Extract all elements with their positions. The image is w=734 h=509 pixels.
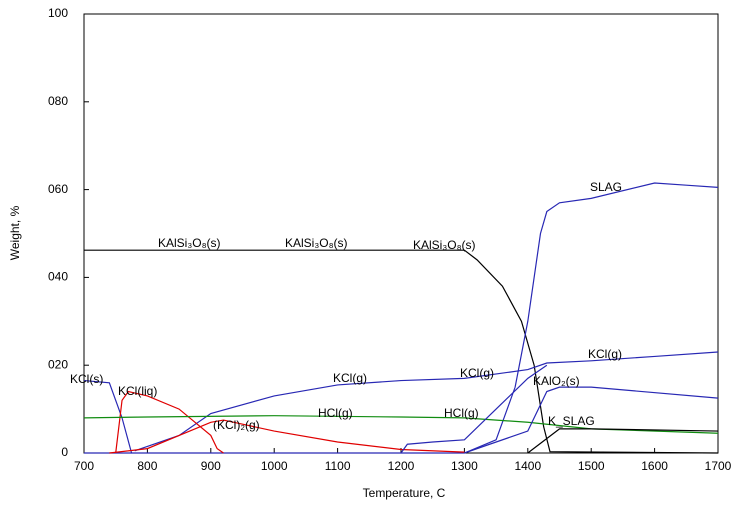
x-tick-label: 1600 [641,459,668,473]
series-line [84,249,719,454]
series-label: SLAG [590,180,622,194]
x-tick-label: 1100 [325,459,351,473]
y-tick-label: 080 [48,94,68,108]
x-tick-label: 800 [137,459,157,473]
series-line [84,182,719,454]
series-line [527,428,719,454]
series-line [115,390,224,454]
series-label: HCl(g) [444,406,479,420]
series-label: KCl(g) [588,347,622,361]
y-tick-label: 040 [48,270,68,284]
x-tick-label: 700 [74,459,94,473]
x-tick-label: 1200 [388,459,415,473]
series-line [109,419,465,454]
series-label: KAlO₂(s) [533,374,580,388]
y-tick-label: 020 [48,357,68,371]
y-tick-label: 0 [61,445,68,459]
series-line [134,351,719,452]
series-line [83,415,719,434]
series-label: KCl(liq) [118,384,157,398]
x-tick-label: 1500 [578,459,605,473]
series-label: KAlSi₃O₈(s) [413,238,476,252]
x-tick-label: 1400 [514,459,541,473]
y-tick-label: 100 [48,6,68,20]
series-label: KCl(g) [333,371,367,385]
y-axis-label: Weight, % [8,205,22,260]
series-line [464,386,719,454]
series-label: KAlSi₃O₈(s) [285,236,348,250]
series-label: KCl(g) [460,366,494,380]
series-line [400,364,548,454]
x-tick-label: 900 [201,459,221,473]
x-tick-label: 1700 [705,459,732,473]
series-line [83,379,133,454]
x-axis-label: Temperature, C [363,486,446,500]
series-label: KCl(s) [70,372,103,386]
series-label: K_SLAG [548,414,595,428]
series-label: (KCl)₂(g) [213,418,260,432]
series-label: KAlSi₃O₈(s) [158,236,221,250]
series-label: HCl(g) [318,406,353,420]
x-tick-label: 1300 [451,459,478,473]
y-tick-label: 060 [48,182,68,196]
x-tick-label: 1000 [261,459,288,473]
plot-frame [83,13,719,454]
